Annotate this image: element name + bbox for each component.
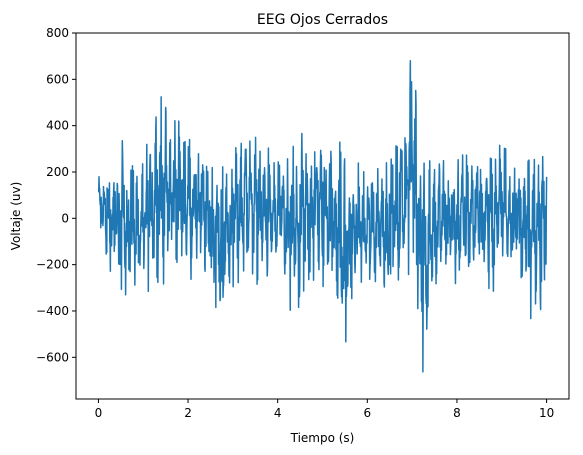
y-tick-label: 600 — [46, 72, 69, 86]
y-tick-label: 400 — [46, 119, 69, 133]
y-tick-label: 200 — [46, 165, 69, 179]
plot-area — [97, 59, 548, 373]
x-tick-label: 6 — [363, 406, 371, 420]
y-axis-label: Voltaje (uv) — [9, 182, 23, 251]
x-axis: 0 2 4 6 8 10 — [95, 399, 554, 420]
y-tick-label: −200 — [36, 258, 69, 272]
y-tick-label: 0 — [61, 211, 69, 225]
x-tick-label: 2 — [184, 406, 192, 420]
x-tick-label: 8 — [453, 406, 461, 420]
x-axis-label: Tiempo (s) — [290, 431, 355, 445]
y-axis: −600 −400 −200 0 200 400 600 800 — [36, 26, 76, 364]
x-tick-label: 10 — [539, 406, 554, 420]
x-tick-label: 0 — [95, 406, 103, 420]
chart-title: EEG Ojos Cerrados — [257, 12, 388, 28]
axes-frame — [75, 32, 570, 400]
series-line — [97, 59, 548, 373]
y-tick-label: −600 — [36, 350, 69, 364]
y-tick-label: −400 — [36, 304, 69, 318]
y-tick-label: 800 — [46, 26, 69, 40]
x-tick-label: 4 — [274, 406, 282, 420]
